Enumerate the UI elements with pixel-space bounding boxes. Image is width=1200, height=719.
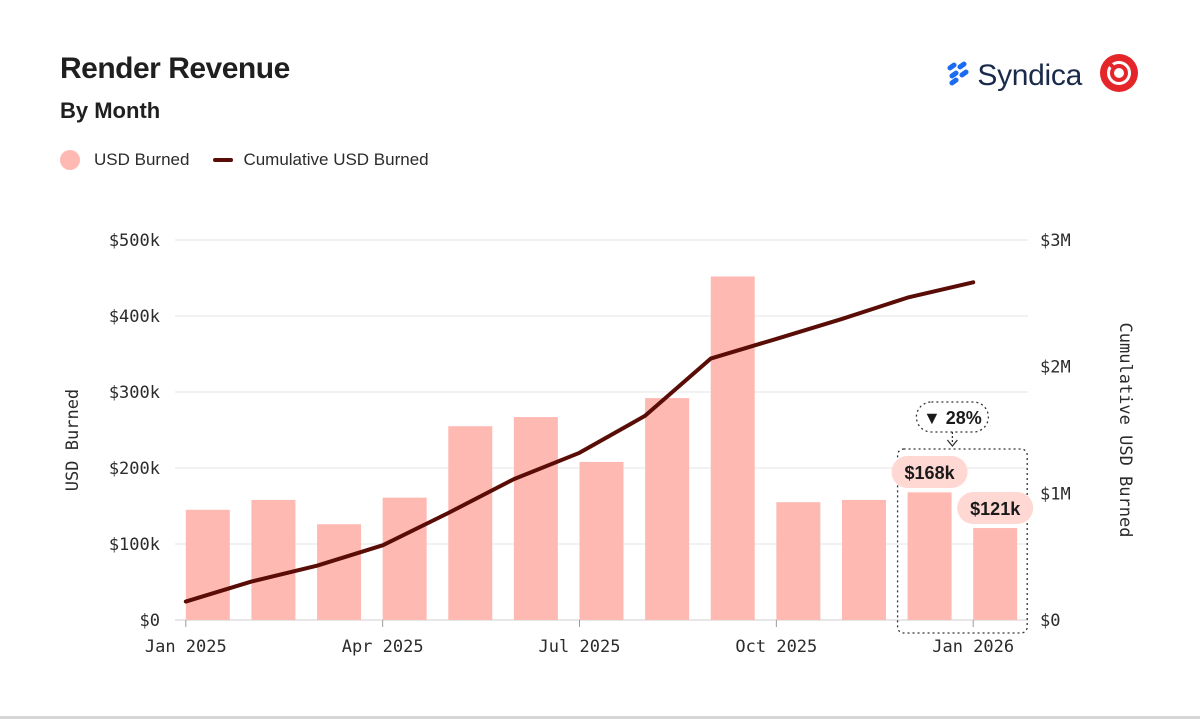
legend-item-usd-burned: USD Burned xyxy=(60,150,189,170)
legend: USD Burned Cumulative USD Burned xyxy=(60,150,453,170)
bar xyxy=(382,497,427,620)
brand-name: Syndica xyxy=(977,58,1082,92)
bar xyxy=(776,502,821,620)
chart-subtitle: By Month xyxy=(60,98,161,123)
y-tick-label: $400k xyxy=(109,307,160,327)
bar xyxy=(513,417,558,620)
y2-tick-label: $2M xyxy=(1040,358,1071,378)
y2-tick-label: $0 xyxy=(1040,611,1060,631)
y-tick-label: $300k xyxy=(109,383,160,403)
change-arrow-icon xyxy=(946,439,958,448)
bar xyxy=(907,492,952,620)
render-logo-icon xyxy=(1100,54,1138,97)
x-tick-label: Jul 2025 xyxy=(539,637,621,657)
y-tick-label: $0 xyxy=(140,611,160,631)
x-tick-label: Jan 2025 xyxy=(145,637,227,657)
syndica-logo-icon xyxy=(945,60,971,91)
y2-tick-label: $1M xyxy=(1040,484,1071,504)
legend-swatch-bars xyxy=(60,150,80,170)
value-label: $121k xyxy=(970,499,1021,519)
y-tick-label: $100k xyxy=(109,535,160,555)
x-tick-label: Jan 2026 xyxy=(932,637,1014,657)
y-tick-label: $500k xyxy=(109,231,160,251)
change-pill xyxy=(915,401,990,433)
x-tick-label: Apr 2025 xyxy=(342,637,424,657)
legend-item-cumulative: Cumulative USD Burned xyxy=(213,150,429,170)
y2-axis-title: Cumulative USD Burned xyxy=(1115,323,1135,538)
value-badge xyxy=(891,456,968,488)
bar xyxy=(185,509,230,620)
y-axis-title: USD Burned xyxy=(63,389,83,491)
legend-label-cumulative: Cumulative USD Burned xyxy=(243,150,429,169)
chart-title: Render Revenue xyxy=(60,52,290,85)
bar xyxy=(645,398,690,620)
cumulative-line xyxy=(183,280,976,604)
bottom-rule xyxy=(0,716,1200,719)
y-tick-label: $200k xyxy=(109,459,160,479)
bar xyxy=(251,499,296,620)
highlight-box xyxy=(896,448,1028,634)
bar xyxy=(973,528,1018,620)
x-tick-label: Oct 2025 xyxy=(735,637,817,657)
bar xyxy=(448,426,493,620)
bar xyxy=(317,524,362,620)
bar xyxy=(710,276,755,620)
bar xyxy=(841,499,886,620)
value-badge xyxy=(957,492,1034,524)
y2-tick-label: $3M xyxy=(1040,231,1071,251)
brand: Syndica xyxy=(945,54,1138,97)
value-label: $168k xyxy=(905,463,956,483)
legend-label-usd-burned: USD Burned xyxy=(94,150,190,169)
bar xyxy=(579,461,624,620)
change-label: ▼ 28% xyxy=(923,408,982,428)
legend-swatch-line xyxy=(213,158,234,162)
